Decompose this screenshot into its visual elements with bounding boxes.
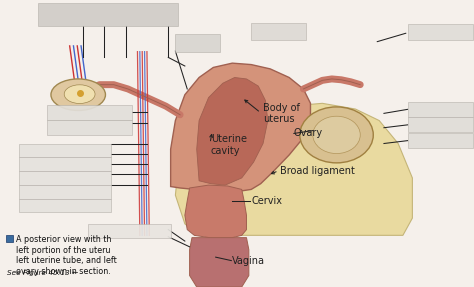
Bar xyxy=(19,171,111,185)
Text: See Figure 45.13 ←: See Figure 45.13 ← xyxy=(7,270,78,276)
Bar xyxy=(19,185,111,199)
Bar xyxy=(408,24,473,40)
Bar xyxy=(408,117,473,132)
Ellipse shape xyxy=(64,85,95,104)
Ellipse shape xyxy=(51,79,105,110)
Text: Cervix: Cervix xyxy=(251,196,282,206)
Bar xyxy=(175,34,220,52)
Bar xyxy=(47,120,132,135)
Bar xyxy=(408,133,473,148)
Bar xyxy=(19,144,111,157)
Text: Body of
uterus: Body of uterus xyxy=(263,102,300,124)
Bar xyxy=(47,105,132,120)
Ellipse shape xyxy=(313,116,360,154)
Bar xyxy=(38,3,178,26)
Text: Uterine
cavity: Uterine cavity xyxy=(211,134,247,156)
Bar xyxy=(88,224,171,238)
Text: Broad ligament: Broad ligament xyxy=(280,166,355,176)
Text: Vagina: Vagina xyxy=(232,256,265,266)
PathPatch shape xyxy=(175,103,412,235)
Bar xyxy=(408,102,473,117)
Bar xyxy=(19,157,111,171)
Bar xyxy=(6,235,13,242)
Text: A posterior view with th
left portion of the uteru
left uterine tube, and left
o: A posterior view with th left portion of… xyxy=(16,235,117,276)
Bar xyxy=(19,199,111,212)
PathPatch shape xyxy=(171,63,310,192)
Text: Ovary: Ovary xyxy=(294,129,323,138)
PathPatch shape xyxy=(190,238,249,287)
PathPatch shape xyxy=(185,185,246,238)
Ellipse shape xyxy=(300,107,373,163)
Bar xyxy=(251,23,306,40)
PathPatch shape xyxy=(197,77,268,185)
